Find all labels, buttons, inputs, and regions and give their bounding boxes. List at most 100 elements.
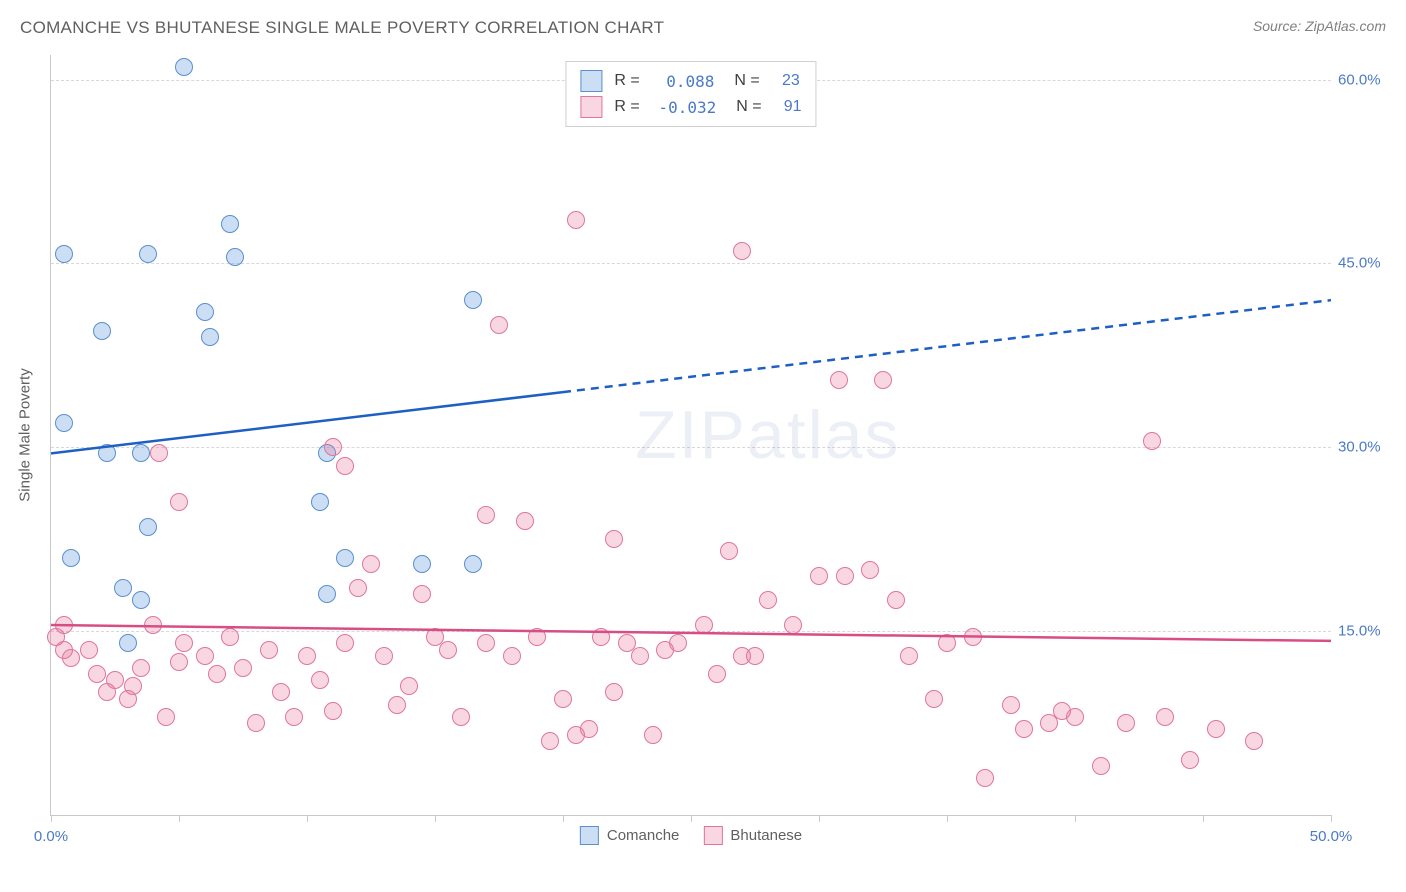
data-point-bhutanese	[1245, 732, 1263, 750]
swatch-comanche-small	[580, 826, 599, 845]
data-point-bhutanese	[516, 512, 534, 530]
data-point-bhutanese	[810, 567, 828, 585]
legend-r-label: R =	[614, 98, 646, 116]
data-point-bhutanese	[976, 769, 994, 787]
data-point-bhutanese	[88, 665, 106, 683]
data-point-comanche	[221, 215, 239, 233]
legend-row-bhutanese: R = -0.032 N = 91	[580, 94, 801, 120]
gridline	[51, 447, 1331, 448]
data-point-comanche	[55, 414, 73, 432]
data-point-comanche	[413, 555, 431, 573]
data-point-comanche	[114, 579, 132, 597]
data-point-bhutanese	[1066, 708, 1084, 726]
data-point-bhutanese	[861, 561, 879, 579]
data-point-comanche	[464, 291, 482, 309]
data-point-bhutanese	[477, 634, 495, 652]
data-point-bhutanese	[400, 677, 418, 695]
x-tick	[179, 815, 180, 822]
chart-header: COMANCHE VS BHUTANESE SINGLE MALE POVERT…	[20, 18, 1386, 38]
data-point-bhutanese	[938, 634, 956, 652]
data-point-comanche	[318, 585, 336, 603]
x-tick	[307, 815, 308, 822]
data-point-comanche	[55, 245, 73, 263]
x-tick	[51, 815, 52, 822]
data-point-bhutanese	[375, 647, 393, 665]
legend-label: Bhutanese	[730, 827, 802, 844]
legend-r-value: -0.032	[658, 98, 716, 117]
data-point-comanche	[139, 518, 157, 536]
data-point-bhutanese	[836, 567, 854, 585]
data-point-bhutanese	[964, 628, 982, 646]
watermark: ZIPatlas	[635, 396, 900, 474]
data-point-bhutanese	[336, 634, 354, 652]
data-point-bhutanese	[208, 665, 226, 683]
data-point-bhutanese	[592, 628, 610, 646]
data-point-comanche	[336, 549, 354, 567]
data-point-bhutanese	[631, 647, 649, 665]
legend-item-comanche: Comanche	[580, 826, 680, 845]
data-point-bhutanese	[106, 671, 124, 689]
data-point-bhutanese	[830, 371, 848, 389]
legend-item-bhutanese: Bhutanese	[703, 826, 802, 845]
trend-solid-bhutanese	[51, 625, 1331, 641]
data-point-bhutanese	[759, 591, 777, 609]
x-tick	[1203, 815, 1204, 822]
x-tick	[435, 815, 436, 822]
data-point-bhutanese	[784, 616, 802, 634]
data-point-bhutanese	[541, 732, 559, 750]
data-point-bhutanese	[311, 671, 329, 689]
x-tick	[1075, 815, 1076, 822]
data-point-comanche	[132, 591, 150, 609]
x-tick	[947, 815, 948, 822]
chart-title: COMANCHE VS BHUTANESE SINGLE MALE POVERT…	[20, 18, 664, 38]
data-point-bhutanese	[1143, 432, 1161, 450]
x-tick	[819, 815, 820, 822]
trend-solid-comanche	[51, 392, 563, 453]
y-tick-label: 45.0%	[1338, 255, 1403, 272]
data-point-bhutanese	[605, 683, 623, 701]
legend-label: Comanche	[607, 827, 680, 844]
data-point-bhutanese	[362, 555, 380, 573]
data-point-bhutanese	[260, 641, 278, 659]
data-point-bhutanese	[874, 371, 892, 389]
series-legend: Comanche Bhutanese	[580, 826, 802, 845]
data-point-bhutanese	[900, 647, 918, 665]
data-point-bhutanese	[746, 647, 764, 665]
legend-r-label: R =	[614, 72, 646, 90]
chart-source: Source: ZipAtlas.com	[1253, 18, 1386, 34]
data-point-bhutanese	[324, 438, 342, 456]
data-point-comanche	[119, 634, 137, 652]
data-point-bhutanese	[708, 665, 726, 683]
data-point-bhutanese	[413, 585, 431, 603]
x-tick	[563, 815, 564, 822]
data-point-bhutanese	[132, 659, 150, 677]
data-point-bhutanese	[669, 634, 687, 652]
data-point-bhutanese	[234, 659, 252, 677]
data-point-bhutanese	[144, 616, 162, 634]
y-tick-label: 15.0%	[1338, 623, 1403, 640]
data-point-bhutanese	[272, 683, 290, 701]
data-point-bhutanese	[349, 579, 367, 597]
data-point-bhutanese	[580, 720, 598, 738]
legend-n-value: 23	[772, 72, 800, 90]
x-tick	[691, 815, 692, 822]
data-point-bhutanese	[324, 702, 342, 720]
trend-lines	[51, 55, 1331, 815]
data-point-bhutanese	[644, 726, 662, 744]
swatch-comanche	[580, 70, 602, 92]
data-point-comanche	[464, 555, 482, 573]
y-tick-label: 30.0%	[1338, 439, 1403, 456]
swatch-bhutanese-small	[703, 826, 722, 845]
data-point-bhutanese	[1092, 757, 1110, 775]
correlation-legend: R = 0.088 N = 23 R = -0.032 N = 91	[565, 61, 816, 127]
data-point-bhutanese	[439, 641, 457, 659]
data-point-comanche	[132, 444, 150, 462]
data-point-bhutanese	[1207, 720, 1225, 738]
data-point-bhutanese	[157, 708, 175, 726]
data-point-bhutanese	[170, 493, 188, 511]
gridline	[51, 631, 1331, 632]
data-point-comanche	[226, 248, 244, 266]
data-point-bhutanese	[1117, 714, 1135, 732]
data-point-comanche	[98, 444, 116, 462]
data-point-bhutanese	[1002, 696, 1020, 714]
